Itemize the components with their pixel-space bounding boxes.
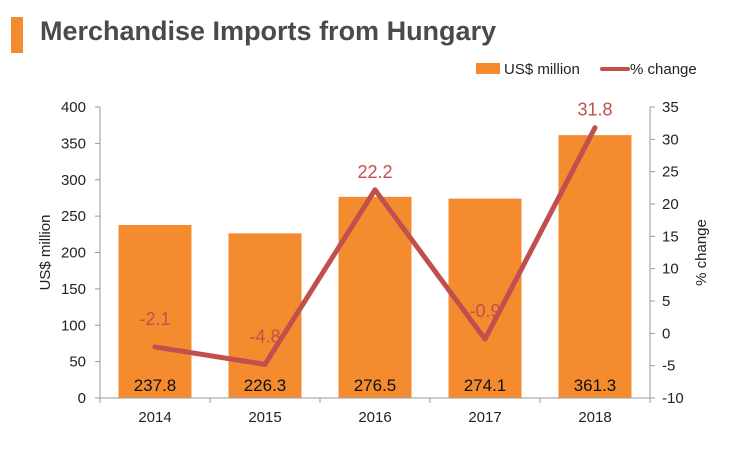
title-accent-bar: [11, 17, 23, 53]
bar-value-label-2017: 274.1: [464, 376, 507, 395]
bar-2014: [118, 225, 192, 398]
bar-value-label-2018: 361.3: [574, 376, 617, 395]
line-point-2016: [373, 187, 377, 192]
y-axis-label: US$ million: [37, 215, 54, 291]
y2-tick-label-5: 5: [662, 293, 670, 310]
bar-value-label-2014: 237.8: [134, 376, 177, 395]
y-tick-label-200: 200: [61, 245, 86, 262]
line-series: [152, 125, 598, 367]
y2-tick-label-15: 15: [662, 228, 679, 245]
x-tick-label-2015: 2015: [248, 409, 281, 426]
y-tick-label-400: 400: [61, 99, 86, 116]
y2-tick-label-35: 35: [662, 99, 679, 116]
line-point-2018: [593, 125, 597, 130]
y2-tick-label-20: 20: [662, 196, 679, 213]
x-tick-label-2014: 2014: [138, 409, 171, 426]
y2-tick-label--5: -5: [662, 358, 675, 375]
y-tick-label-100: 100: [61, 317, 86, 334]
bar-2015: [228, 233, 302, 398]
y2-tick-label--10: -10: [662, 390, 684, 407]
y-tick-label-0: 0: [78, 390, 86, 407]
line-value-label-2017: -0.9: [469, 301, 500, 321]
line-point-2015: [263, 362, 267, 367]
bar-2017: [448, 198, 522, 398]
bar-series: [118, 135, 632, 399]
x-tick-label-2016: 2016: [358, 409, 391, 426]
legend-swatch-bar: [476, 63, 500, 74]
page-title: Merchandise Imports from Hungary: [40, 16, 497, 46]
y2-tick-label-10: 10: [662, 261, 679, 278]
bar-value-label-2016: 276.5: [354, 376, 397, 395]
bar-data-labels: 237.8 226.3 276.5 274.1 361.3: [134, 376, 617, 395]
legend-label-bar: US$ million: [504, 61, 580, 78]
line-point-2017: [483, 337, 487, 342]
y-tick-label-300: 300: [61, 172, 86, 189]
legend-label-line: % change: [630, 61, 697, 78]
legend: US$ million % change: [476, 61, 697, 78]
y-tick-label-350: 350: [61, 135, 86, 152]
line-value-label-2018: 31.8: [577, 100, 612, 120]
line-value-label-2014: -2.1: [139, 309, 170, 329]
y2-tick-label-25: 25: [662, 164, 679, 181]
y-tick-label-250: 250: [61, 208, 86, 225]
y-tick-label-150: 150: [61, 281, 86, 298]
x-tick-label-2017: 2017: [468, 409, 501, 426]
bar-value-label-2015: 226.3: [244, 376, 287, 395]
y2-axis-label: % change: [693, 219, 710, 286]
y2-tick-label-0: 0: [662, 325, 670, 342]
line-value-label-2015: -4.8: [249, 326, 280, 346]
x-tick-label-2018: 2018: [578, 409, 611, 426]
y2-tick-label-30: 30: [662, 131, 679, 148]
line-data-labels: -2.1 -4.8 22.2 -0.9 31.8: [139, 100, 612, 347]
y-tick-label-50: 50: [69, 354, 86, 371]
line-point-2014: [153, 344, 157, 349]
axes: 0 50 100 150 200 250 300 350 400 -10 -5 0 5 10 15 20 25 3…: [61, 99, 684, 426]
line-value-label-2016: 22.2: [357, 162, 392, 182]
